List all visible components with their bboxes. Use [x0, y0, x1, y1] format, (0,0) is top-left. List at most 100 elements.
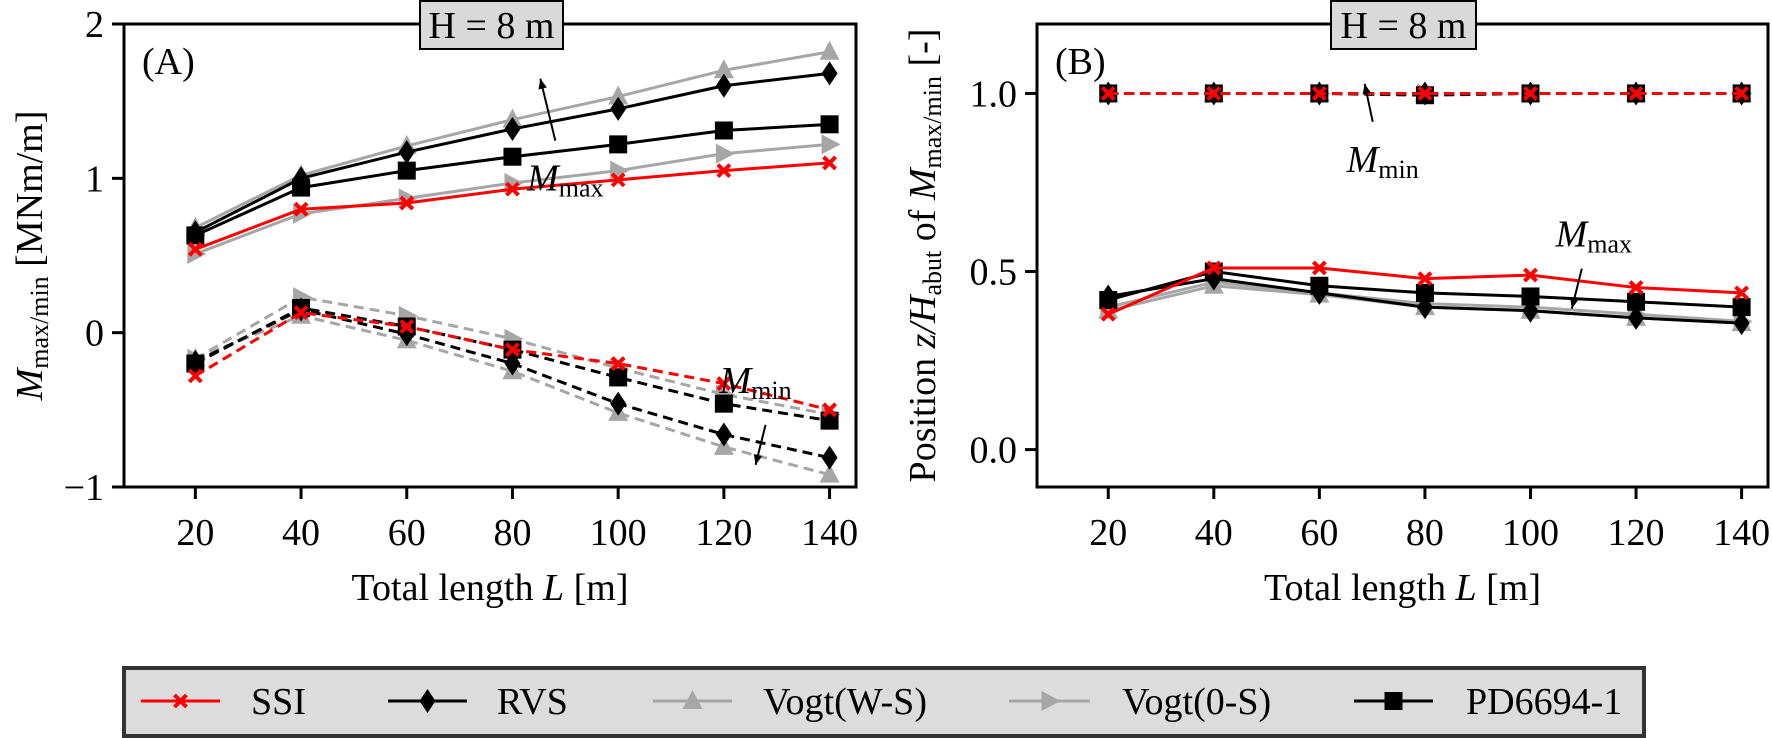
data-point [1310, 276, 1329, 295]
series-rvs-max [187, 61, 838, 245]
data-point [821, 134, 841, 155]
x-tick-label: 40 [282, 512, 320, 554]
data-point [186, 354, 205, 373]
x-axis-label-part: L [542, 567, 564, 609]
data-point [610, 391, 627, 416]
annotation-main: M [719, 360, 754, 402]
data-point [504, 116, 521, 141]
x-tick-label: 120 [695, 512, 752, 554]
y-tick-label: 0.5 [970, 252, 1018, 294]
y-tick-label: 0 [85, 313, 104, 355]
data-point [505, 181, 520, 197]
y-axis-label-part: [-] [902, 29, 944, 76]
panel-title: H = 8 m [1341, 5, 1467, 47]
y-axis-label-part: abut [918, 250, 947, 296]
y-axis-label-part: [MNm/m] [9, 111, 51, 277]
data-point [713, 59, 734, 79]
legend-label: PD6694-1 [1466, 681, 1622, 723]
panel-title: H = 8 m [429, 5, 555, 47]
x-tick-label: 20 [176, 512, 214, 554]
data-point [187, 243, 207, 264]
y-axis-label-part: M [9, 366, 51, 401]
x-tick-label: 80 [493, 512, 531, 554]
axes-frame [122, 22, 858, 489]
data-point [819, 40, 840, 60]
data-point [399, 319, 415, 334]
data-point [1100, 306, 1116, 322]
data-point [820, 115, 839, 134]
annotation-sub: min [1378, 155, 1418, 184]
legend-label: SSI [251, 681, 306, 723]
series-ssi-min [187, 305, 837, 418]
series-ssi-max [187, 155, 837, 257]
data-point [399, 195, 415, 211]
data-point [293, 201, 309, 217]
series-line [194, 161, 830, 251]
arrow-head [1362, 83, 1371, 95]
data-point [609, 368, 628, 387]
data-point [503, 147, 522, 166]
annotation-min: Mmin [1346, 139, 1419, 184]
annotation-min: Mmin [719, 360, 792, 405]
title-box [419, 0, 564, 50]
x-axis-label-part: Total length [1264, 567, 1456, 609]
x-tick-label: 60 [1300, 512, 1338, 554]
arrow-head [538, 78, 547, 90]
legend-label: Vogt(W-S) [763, 681, 927, 723]
x-tick-label: 140 [801, 512, 858, 554]
y-tick-label: −1 [64, 467, 104, 509]
annotation-main: M [526, 158, 561, 200]
legend-item-rvs: RVS [388, 681, 568, 723]
data-point [1733, 311, 1750, 336]
data-point [1627, 292, 1646, 311]
data-point [715, 143, 735, 164]
data-point [1628, 305, 1645, 330]
data-point [1732, 298, 1751, 317]
data-point [609, 135, 628, 154]
legend-marker [1041, 691, 1061, 711]
legend: SSI RVS Vogt(W-S) Vogt(0-S) PD6694-1 [122, 666, 1646, 738]
x-axis-label-part: L [1455, 567, 1477, 609]
data-point [716, 163, 732, 179]
data-point [1206, 260, 1222, 276]
y-axis-label-part: of [902, 200, 944, 251]
data-point [822, 155, 837, 171]
data-point [292, 298, 311, 317]
data-point [397, 161, 416, 180]
data-point [610, 172, 626, 188]
data-point [1099, 291, 1118, 310]
y-axis-label-part: max/min [25, 276, 54, 368]
x-axis-label-part: [m] [1477, 567, 1541, 609]
legend-item-ssi: SSI [141, 681, 306, 723]
data-point [608, 85, 629, 105]
y-axis-label: Mmax/min [MNm/m] [9, 111, 54, 402]
data-point [821, 445, 838, 470]
annotation-sub: min [751, 376, 791, 405]
series-ssi-max [1100, 260, 1750, 322]
x-tick-label: 100 [590, 512, 647, 554]
data-point [1311, 86, 1327, 101]
y-axis-label-part: max/min [918, 76, 947, 168]
x-axis-label: Total length L [m] [1264, 567, 1541, 609]
panel-label: (B) [1055, 41, 1106, 83]
y-tick-label: 2 [85, 4, 104, 46]
data-point [1523, 267, 1538, 283]
x-axis-label-part: [m] [564, 567, 628, 609]
x-tick-label: 120 [1608, 512, 1665, 554]
annotation-max: Mmax [526, 158, 603, 203]
data-point [186, 226, 205, 245]
annotation-arrow [539, 78, 557, 141]
data-point [821, 61, 838, 86]
data-point [398, 140, 415, 165]
arrow-head [753, 453, 763, 465]
y-tick-label: 1.0 [970, 73, 1018, 115]
annotation-sub: max [559, 174, 604, 203]
legend-label: Vogt(0-S) [1122, 681, 1271, 723]
data-point [187, 241, 203, 257]
data-point [714, 121, 733, 140]
data-point [715, 73, 732, 98]
legend-item-vogt-0-s-: Vogt(0-S) [1009, 681, 1271, 723]
data-point [715, 422, 732, 447]
annotation-sub: max [1587, 230, 1632, 259]
